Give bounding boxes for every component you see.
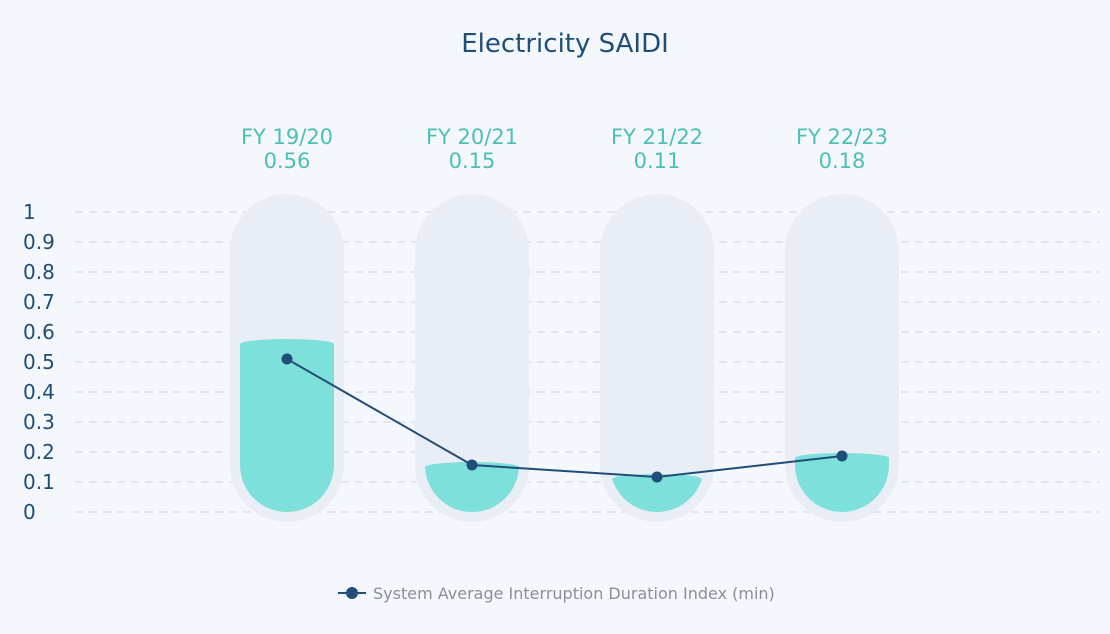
series-polyline xyxy=(286,358,843,479)
category-label: FY 22/23 xyxy=(796,125,888,149)
y-tick-label: 0 xyxy=(23,500,36,524)
series-line xyxy=(281,353,848,483)
y-tick-label: 0.8 xyxy=(23,260,55,284)
legend-label: System Average Interruption Duration Ind… xyxy=(373,584,775,603)
value-label: 0.15 xyxy=(449,149,496,173)
value-label: 0.18 xyxy=(819,149,866,173)
bar xyxy=(795,458,889,512)
series-point xyxy=(651,471,663,483)
series-point xyxy=(836,450,848,462)
category-label: FY 20/21 xyxy=(426,125,518,149)
value-label: 0.11 xyxy=(634,149,681,173)
grid xyxy=(75,211,1100,513)
y-tick-label: 0.5 xyxy=(23,350,55,374)
y-tick-label: 0.6 xyxy=(23,320,55,344)
bar xyxy=(425,467,519,512)
y-tick-label: 0.3 xyxy=(23,410,55,434)
y-tick-label: 1 xyxy=(23,200,36,224)
y-axis: 0 0.1 0.2 0.3 0.4 0.5 0.6 0.7 0.8 0.9 1 xyxy=(23,200,55,524)
bar-track xyxy=(600,194,714,522)
category-labels: FY 19/200.56 FY 20/210.15 FY 21/220.11 FY 2… xyxy=(241,125,888,173)
y-tick-label: 0.2 xyxy=(23,440,55,464)
bar xyxy=(240,344,334,512)
series-point xyxy=(466,459,478,471)
legend: System Average Interruption Duration Ind… xyxy=(338,584,775,603)
y-tick-label: 0.1 xyxy=(23,470,55,494)
bar-cap xyxy=(240,339,334,349)
y-tick-label: 0.4 xyxy=(23,380,55,404)
category-label: FY 19/20 xyxy=(241,125,333,149)
bar-track xyxy=(415,194,529,522)
category-label: FY 21/22 xyxy=(611,125,703,149)
series-point xyxy=(281,353,293,365)
bar-track xyxy=(785,194,899,522)
bar xyxy=(612,479,702,512)
y-tick-label: 0.7 xyxy=(23,290,55,314)
legend-marker-icon xyxy=(346,587,358,599)
y-tick-label: 0.9 xyxy=(23,230,55,254)
value-label: 0.56 xyxy=(264,149,311,173)
chart-title: Electricity SAIDI xyxy=(461,29,669,59)
